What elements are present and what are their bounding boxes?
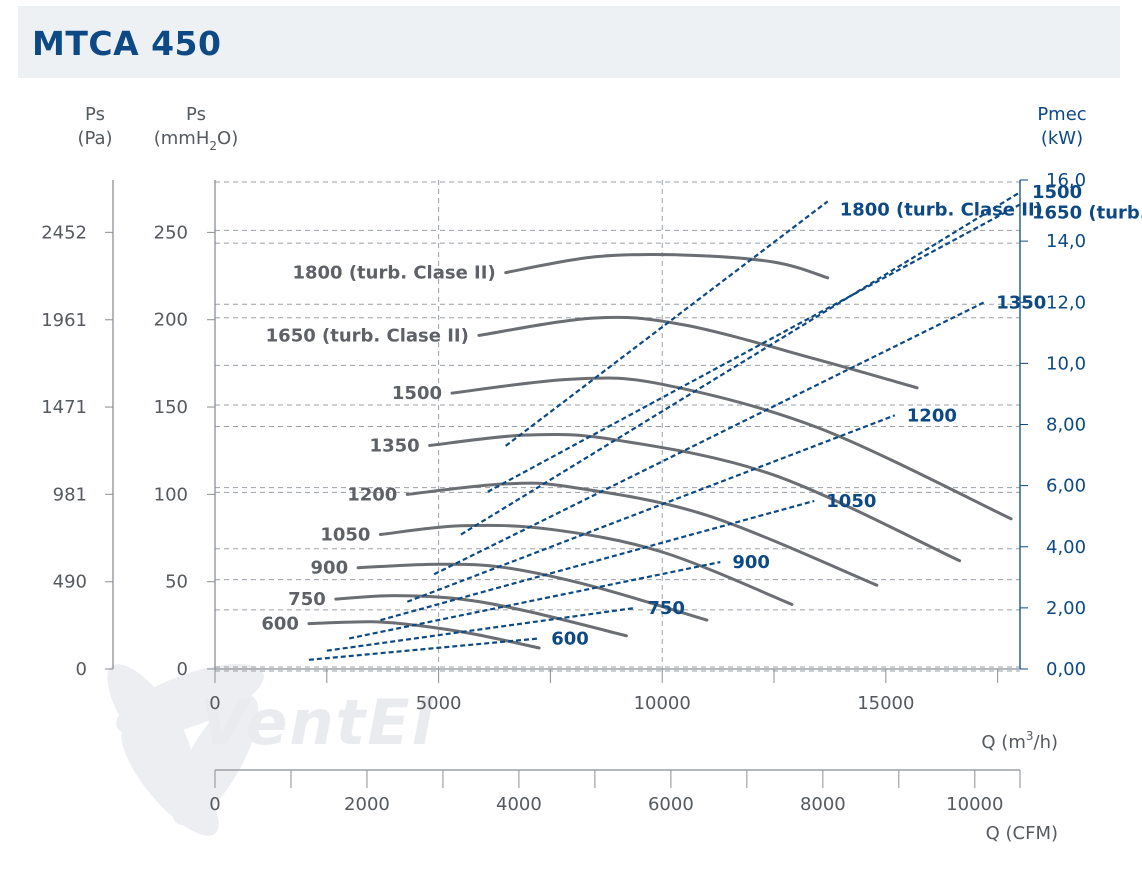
power-curve-1800 [505, 200, 829, 447]
ventel-logo-watermark: VentEl [107, 663, 435, 836]
pressure-label-1650: 1650 (turb. Clase II) [266, 325, 469, 346]
cfm-tick-label: 6000 [648, 794, 694, 815]
pressure-curve-1800 [504, 252, 830, 280]
pressure-curve-1350 [428, 432, 962, 563]
power-curve-1650 [487, 203, 1021, 493]
power-curve-1200 [406, 414, 896, 603]
fan-blade-watermark-icon [107, 663, 264, 836]
kw-tick-label: 8,00 [1046, 415, 1086, 436]
mm-tick-label: 0 [177, 659, 188, 680]
q-tick-label: 5000 [416, 693, 462, 714]
kw-axis-unit: (kW) [1041, 128, 1083, 149]
mm-axis-label: Ps [186, 104, 206, 125]
cfm-tick-label: 4000 [496, 794, 542, 815]
power-label-750: 750 [647, 598, 685, 619]
q-tick-label: 10000 [634, 693, 691, 714]
kw-tick-label: 2,00 [1046, 598, 1086, 619]
pressure-curve-900 [356, 562, 709, 622]
pressure-label-750: 750 [288, 589, 326, 610]
pa-tick-label: 490 [53, 572, 87, 593]
cfm-tick-label: 2000 [344, 794, 390, 815]
mm-tick-label: 150 [154, 397, 188, 418]
pressure-label-1200: 1200 [347, 484, 397, 505]
power-curve-900 [348, 560, 721, 640]
power-curve-1500 [460, 191, 1021, 536]
pa-axis-unit: (Pa) [77, 128, 112, 149]
title-bar: MTCA 450 [18, 6, 1120, 78]
mm-tick-label: 100 [154, 484, 188, 505]
power-curves [308, 191, 1021, 661]
power-label-900: 900 [732, 552, 770, 573]
q-tick-label: 15000 [857, 693, 914, 714]
pa-axis-label: Ps [85, 104, 105, 125]
pa-tick-label: 981 [53, 484, 87, 505]
pressure-curve-1500 [450, 376, 1013, 521]
mm-tick-label: 50 [165, 572, 188, 593]
pressure-label-900: 900 [311, 558, 349, 579]
pressure-label-600: 600 [261, 614, 299, 635]
pa-tick-label: 1471 [41, 397, 87, 418]
power-label-1200: 1200 [907, 405, 957, 426]
pressure-curve-1050 [379, 523, 794, 606]
pressure-label-1500: 1500 [392, 383, 442, 404]
kw-tick-label: 6,00 [1046, 476, 1086, 497]
kw-tick-label: 12,0 [1046, 292, 1086, 313]
power-label-1650: 1650 (turb. Clase II) [1032, 202, 1142, 223]
pressure-curve-1650 [477, 315, 919, 390]
power-label-600: 600 [551, 628, 589, 649]
power-label-1350: 1350 [996, 292, 1046, 313]
page-title: MTCA 450 [32, 24, 222, 63]
power-label-1800: 1800 (turb. Clase II) [840, 199, 1043, 220]
cfm-tick-label: 0 [209, 794, 220, 815]
cfm-tick-label: 10000 [946, 794, 1003, 815]
pressure-label-1050: 1050 [320, 525, 370, 546]
kw-axis-label: Pmec [1037, 104, 1086, 125]
power-curve-600 [308, 637, 540, 661]
power-label-1500: 1500 [1032, 182, 1082, 203]
power-curve-1050 [380, 499, 815, 622]
q-tick-label: 0 [209, 693, 220, 714]
cfm-axis-label: Q (CFM) [986, 823, 1058, 844]
power-curve-1350 [433, 301, 985, 576]
pa-tick-label: 0 [76, 659, 87, 680]
kw-tick-label: 14,0 [1046, 231, 1086, 252]
power-curve-750 [326, 606, 636, 652]
pressure-curve-1200 [405, 481, 879, 587]
kw-tick-label: 10,0 [1046, 353, 1086, 374]
pa-tick-label: 1961 [41, 310, 87, 331]
mm-tick-label: 250 [154, 222, 188, 243]
logo-text: VentEl [200, 686, 435, 759]
cfm-tick-label: 8000 [800, 794, 846, 815]
mm-tick-label: 200 [154, 310, 188, 331]
pressure-curves [307, 252, 1013, 650]
pa-tick-label: 2452 [41, 222, 87, 243]
grid [215, 180, 1020, 672]
mm-axis-unit: (mmH2O) [154, 128, 238, 153]
kw-tick-label: 0,00 [1046, 659, 1086, 680]
pressure-label-1350: 1350 [370, 435, 420, 456]
q-axis-label: Q (m3/h) [981, 729, 1058, 753]
pressure-curve-750 [334, 594, 628, 638]
kw-tick-label: 16,0 [1046, 170, 1086, 191]
axes: 0 490 981 1471 1961 2452 0 50 100 150 200 250 0,00 2,… [41, 170, 1086, 815]
pressure-label-1800: 1800 (turb. Clase II) [292, 263, 495, 284]
power-label-1050: 1050 [826, 491, 876, 512]
kw-tick-label: 4,00 [1046, 537, 1086, 558]
